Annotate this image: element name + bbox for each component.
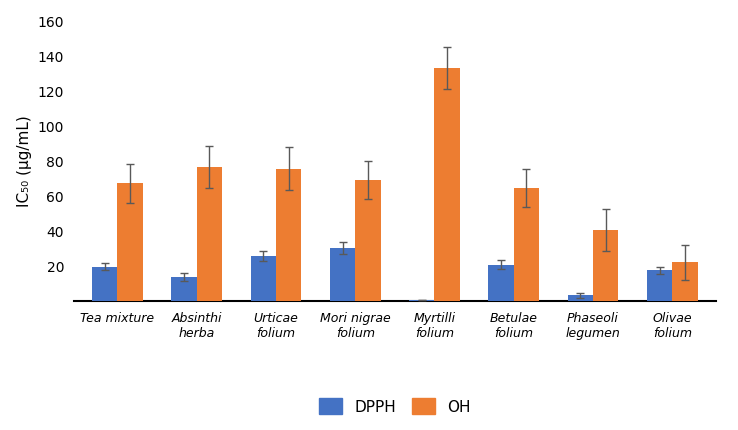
Y-axis label: IC₅₀ (µg/mL): IC₅₀ (µg/mL)	[17, 116, 32, 207]
Bar	[568, 296, 593, 301]
Bar	[92, 267, 117, 301]
Bar	[117, 184, 142, 301]
Bar	[435, 69, 460, 301]
Bar	[276, 169, 301, 301]
Bar	[647, 270, 672, 301]
Bar	[196, 167, 222, 301]
Bar	[593, 230, 618, 301]
Bar	[330, 249, 355, 301]
Bar	[489, 265, 514, 301]
Bar	[672, 263, 697, 301]
Bar	[171, 277, 196, 301]
Bar	[251, 256, 276, 301]
Bar	[409, 300, 435, 301]
Bar	[514, 188, 539, 301]
Legend: DPPH, OH: DPPH, OH	[314, 393, 476, 421]
Bar	[355, 181, 381, 301]
